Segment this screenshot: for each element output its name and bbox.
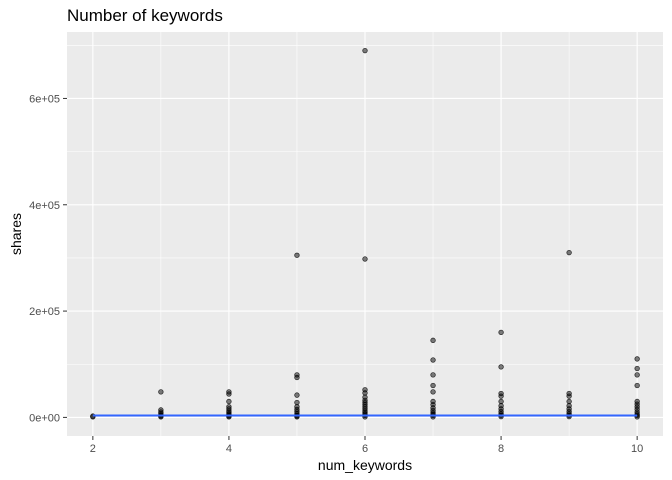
y-tick-label: 0e+00	[29, 412, 60, 424]
data-point	[498, 393, 504, 399]
x-tick-label: 2	[90, 443, 96, 455]
x-tick-label: 8	[498, 443, 504, 455]
data-point	[294, 374, 300, 381]
x-axis-title: num_keywords	[318, 457, 412, 473]
data-point	[362, 256, 368, 262]
data-points	[90, 47, 640, 420]
x-tick-label: 4	[226, 443, 232, 455]
data-point	[634, 372, 640, 378]
data-point	[566, 249, 572, 256]
data-point	[294, 392, 300, 398]
data-point	[430, 357, 436, 363]
data-point	[226, 391, 232, 397]
data-point	[634, 365, 640, 372]
data-point	[430, 372, 436, 378]
data-point	[226, 398, 232, 405]
y-tick-label: 6e+05	[29, 93, 60, 105]
x-tick-label: 10	[631, 443, 643, 455]
data-point	[430, 382, 436, 389]
y-tick-label: 2e+05	[29, 306, 60, 318]
y-tick-label: 4e+05	[29, 200, 60, 212]
axis-ticks	[63, 97, 638, 440]
data-point	[566, 393, 572, 399]
data-point	[294, 252, 300, 258]
data-point	[634, 382, 640, 389]
data-point	[634, 356, 640, 362]
data-point	[158, 389, 164, 395]
x-tick-label: 6	[362, 443, 368, 455]
data-point	[430, 337, 436, 343]
y-axis-title: shares	[8, 213, 24, 255]
data-point	[430, 389, 436, 395]
chart-title: Number of keywords	[67, 6, 223, 25]
tick-labels: 2 4 6 8 10 0e+00 2e+05 4e+05 6e+05	[29, 93, 643, 455]
data-point	[362, 47, 368, 54]
data-point	[498, 364, 504, 370]
data-point	[498, 329, 504, 335]
